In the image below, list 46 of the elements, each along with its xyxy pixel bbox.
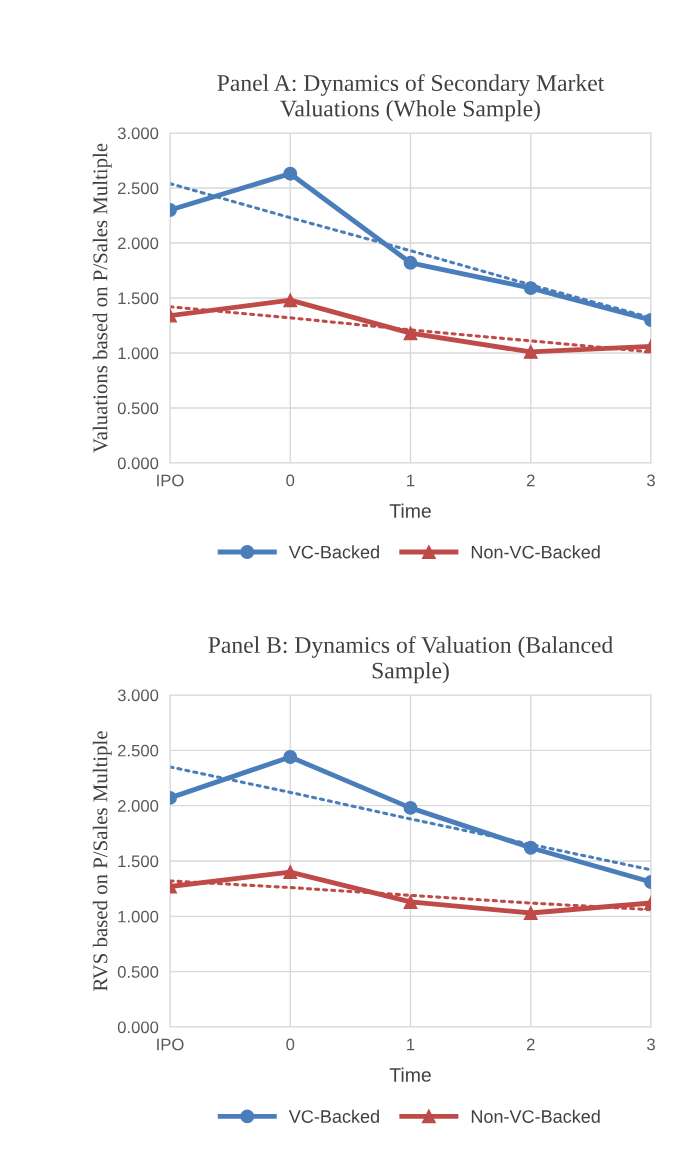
y-tick-label: 2.500 — [118, 744, 159, 757]
x-tick-label: 2 — [526, 1038, 535, 1051]
x-tick-label: 2 — [526, 474, 535, 487]
y-tick-label: 0.500 — [117, 966, 159, 978]
legend-label: Non-VC-Backed — [471, 545, 600, 559]
y-tick-label: 1.000 — [118, 910, 159, 923]
y-tick-label: 1.000 — [118, 347, 159, 360]
x-axis-title: Time — [389, 503, 431, 518]
y-tick-label: 0.000 — [117, 457, 159, 470]
y-axis-title: Valuations based on P/Sales Multiple — [92, 143, 112, 453]
legend-label: VC-Backed — [288, 1109, 379, 1123]
y-tick-label: 3.000 — [117, 689, 159, 702]
x-tick-label: 1 — [407, 474, 415, 487]
point — [403, 326, 418, 341]
point — [523, 281, 538, 296]
y-tick-label: 2.500 — [118, 182, 159, 195]
y-tick-label: 3.000 — [117, 127, 159, 140]
point — [523, 344, 538, 359]
point — [403, 895, 418, 909]
y-tick-label: 0.500 — [117, 402, 159, 415]
chart-title: Panel B: Dynamics of Valuation (Balanced Sample) — [208, 636, 613, 684]
legend-label: Non-VC-Backed — [471, 1109, 600, 1123]
y-axis-title: RVS based on P/Sales Multiple — [92, 731, 112, 991]
point — [283, 166, 298, 181]
x-tick-label: 3 — [647, 474, 655, 487]
x-axis-title: Time — [389, 1067, 431, 1082]
x-tick-label: IPO — [157, 1038, 184, 1051]
point — [283, 865, 298, 880]
chart-title: Panel A: Dynamics of Secondary Market Valuations (Whole Sample) — [217, 74, 605, 122]
y-tick-label: 0.000 — [117, 1021, 159, 1034]
x-tick-label: IPO — [157, 474, 184, 487]
x-tick-label: 1 — [407, 1038, 415, 1051]
x-tick-label: 0 — [286, 474, 295, 487]
legend-label: VC-Backed — [288, 545, 379, 559]
point — [283, 750, 298, 764]
y-tick-label: 2.000 — [118, 800, 159, 812]
point — [403, 800, 418, 815]
x-tick-label: 3 — [647, 1038, 655, 1051]
y-tick-label: 1.500 — [118, 855, 159, 868]
point — [283, 293, 298, 308]
x-tick-label: 0 — [286, 1038, 295, 1051]
y-tick-label: 2.000 — [118, 237, 159, 250]
point — [403, 255, 418, 270]
y-tick-label: 1.500 — [118, 292, 159, 305]
point — [523, 840, 538, 855]
point — [523, 906, 538, 920]
